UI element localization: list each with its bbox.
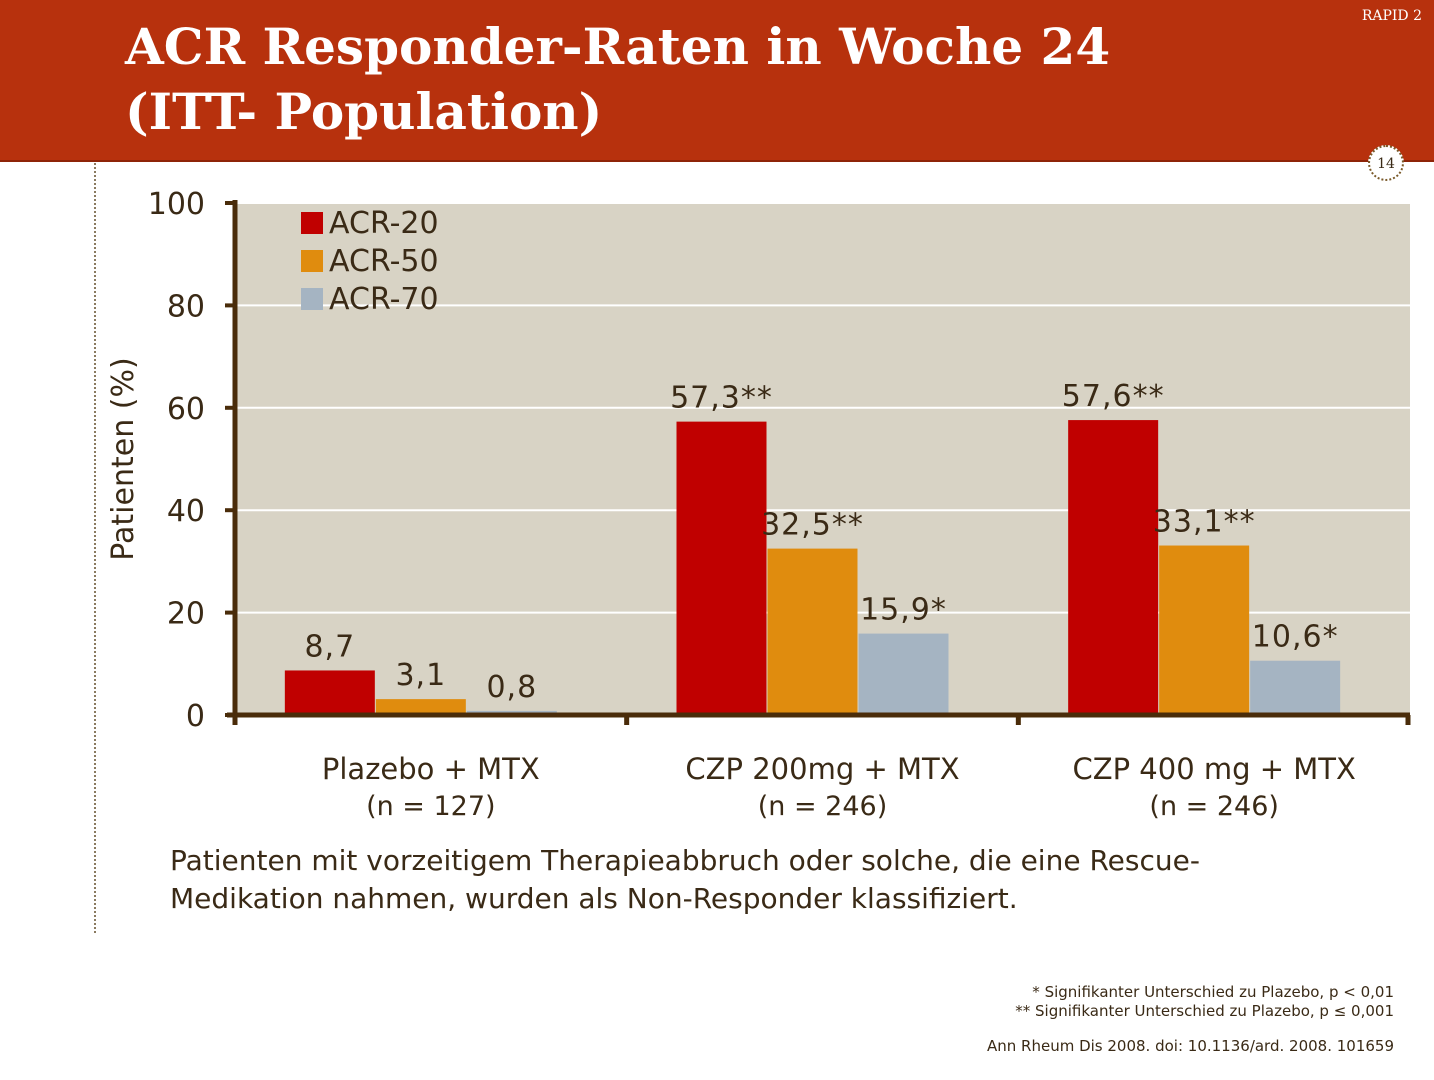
y-axis-label: Patienten (%) — [106, 357, 141, 560]
bar-acr-50 — [375, 699, 466, 715]
bar-acr-20 — [284, 670, 375, 715]
method-note-line-2: Medikation nahmen, wurden als Non-Respon… — [170, 882, 1018, 915]
legend-label: ACR-20 — [329, 206, 439, 241]
bar-acr-20 — [1068, 420, 1159, 715]
data-label: 57,3** — [670, 381, 773, 416]
y-tick-label: 100 — [148, 187, 205, 222]
data-label: 0,8 — [486, 670, 537, 705]
x-category-label: CZP 400 mg + MTX — [1072, 752, 1355, 786]
bar-acr-70 — [858, 633, 949, 715]
x-category-label: Plazebo + MTX — [322, 752, 540, 786]
y-tick-label: 20 — [167, 597, 205, 632]
y-tick-label: 40 — [167, 494, 205, 529]
title-line-1: ACR Responder-Raten in Woche 24 — [125, 17, 1111, 76]
left-divider — [94, 163, 96, 933]
legend-swatch — [301, 250, 323, 272]
data-label: 32,5** — [761, 508, 864, 543]
data-label: 15,9* — [860, 593, 947, 628]
y-tick-label: 80 — [167, 289, 205, 324]
method-note-line-1: Patienten mit vorzeitigem Therapieabbruc… — [170, 844, 1200, 877]
legend-label: ACR-50 — [329, 244, 439, 279]
bar-acr-70 — [1250, 660, 1341, 715]
method-note: Patienten mit vorzeitigem Therapieabbruc… — [170, 842, 1370, 918]
data-label: 3,1 — [395, 658, 446, 693]
bar-acr-20 — [676, 421, 767, 715]
title-line-2: (ITT- Population) — [125, 82, 603, 141]
data-label: 10,6* — [1252, 620, 1339, 655]
bar-chart: 0 20 40 60 80 100 Patienten (%) 8,7 3,1 0,8 Plazeb… — [106, 187, 1411, 822]
footnote-significance-1: * Signifikanter Unterschied zu Plazebo, … — [1032, 983, 1394, 1001]
page-number-badge: 14 — [1368, 145, 1404, 181]
y-tick-label: 60 — [167, 392, 205, 427]
x-category-sublabel: (n = 246) — [1149, 791, 1279, 822]
data-label: 8,7 — [304, 629, 355, 664]
x-category-label: CZP 200mg + MTX — [685, 752, 959, 786]
slide-title: ACR Responder-Raten in Woche 24 (ITT- Po… — [125, 14, 1275, 144]
bar-acr-50 — [767, 548, 858, 715]
x-category-sublabel: (n = 127) — [366, 791, 496, 822]
legend-swatch — [301, 212, 323, 234]
data-label: 33,1** — [1153, 505, 1256, 540]
y-tick-label: 0 — [186, 699, 205, 734]
citation: Ann Rheum Dis 2008. doi: 10.1136/ard. 20… — [987, 1037, 1394, 1055]
study-tag: RAPID 2 — [1361, 8, 1422, 24]
data-label: 57,6** — [1062, 379, 1165, 414]
bar-acr-50 — [1159, 545, 1250, 715]
legend-swatch — [301, 288, 323, 310]
legend-label: ACR-70 — [329, 282, 439, 317]
title-bar: ACR Responder-Raten in Woche 24 (ITT- Po… — [0, 0, 1434, 162]
x-category-sublabel: (n = 246) — [758, 791, 888, 822]
footnote-significance-2: ** Signifikanter Unterschied zu Plazebo,… — [1015, 1002, 1394, 1020]
